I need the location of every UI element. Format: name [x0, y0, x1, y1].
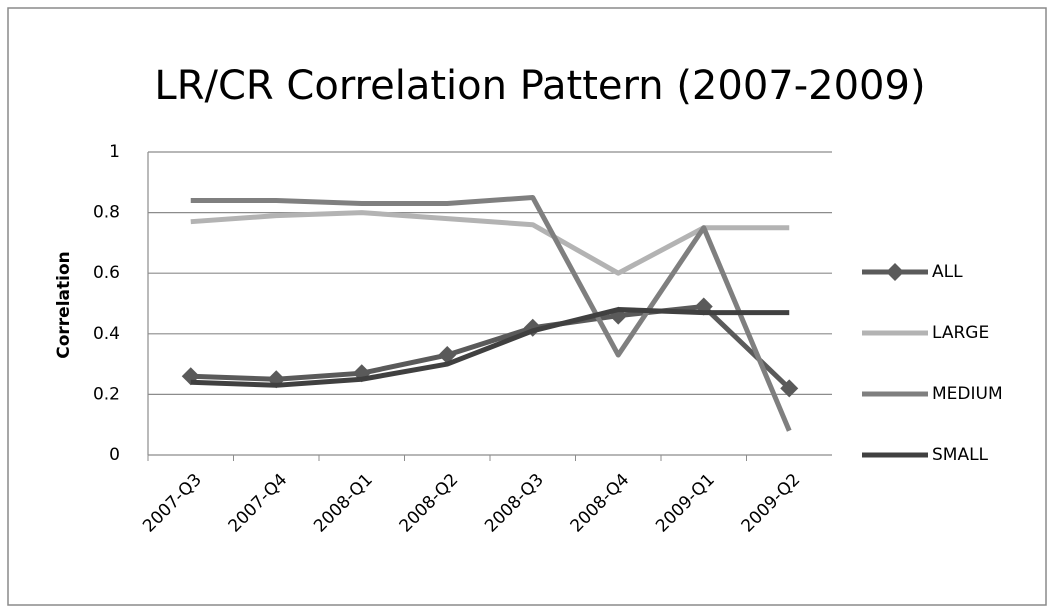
legend-label: SMALL	[932, 445, 989, 465]
y-tick-label: 0.6	[93, 263, 120, 283]
series-line	[190, 194, 792, 432]
series-line	[190, 210, 790, 276]
y-tick-label: 0	[109, 445, 120, 465]
point-marker	[780, 379, 799, 398]
y-axis-label: Correlation	[54, 251, 74, 359]
point-marker	[438, 346, 457, 365]
chart-title: LR/CR Correlation Pattern (2007-2009)	[154, 63, 925, 109]
y-tick-label: 1	[109, 142, 120, 162]
series-line	[190, 307, 790, 388]
y-tick-label: 0.8	[93, 203, 120, 223]
series-line	[190, 304, 791, 391]
y-tick-label: 0.2	[93, 384, 120, 404]
chart-border	[7, 7, 1047, 606]
y-tick-label: 0.4	[93, 324, 120, 344]
legend-marker	[886, 263, 904, 281]
legend-label: ALL	[932, 262, 963, 282]
legend-label: LARGE	[932, 323, 989, 343]
legend-label: MEDIUM	[932, 384, 1003, 404]
